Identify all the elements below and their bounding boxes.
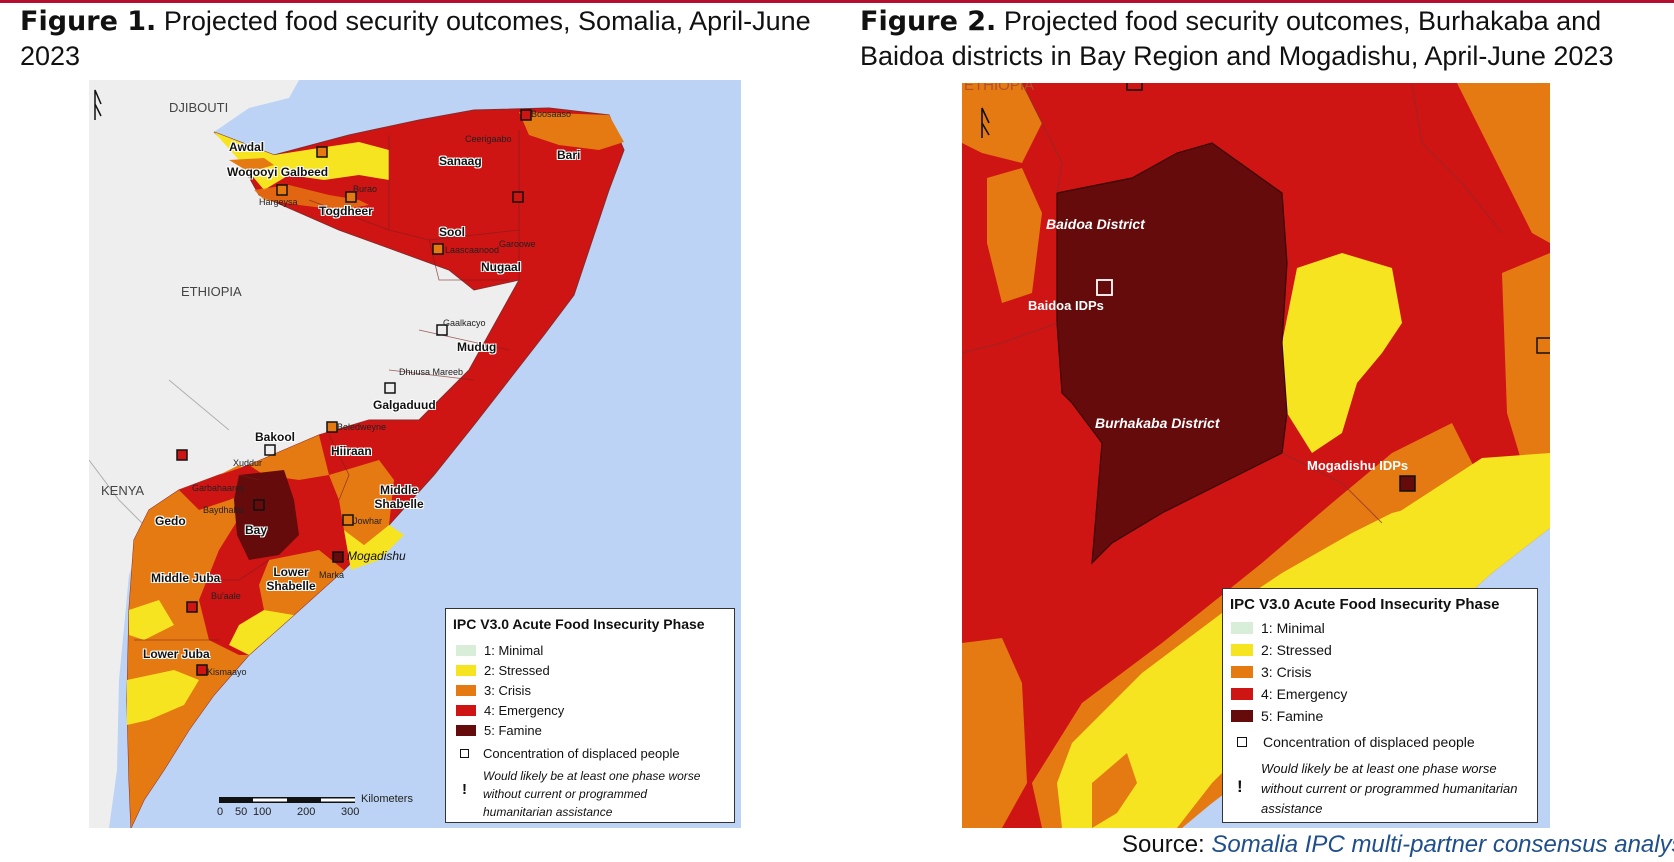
scale-tick: 50 bbox=[235, 806, 248, 818]
town-label: Burao bbox=[353, 184, 378, 194]
legend-item-famine: 5: Famine bbox=[1231, 708, 1323, 724]
region-label: Hiiraan bbox=[331, 444, 372, 458]
region-label: Nugaal bbox=[481, 260, 522, 274]
exclamation-icon: ! bbox=[1237, 777, 1243, 796]
legend-item-crisis: 3: Crisis bbox=[1231, 664, 1312, 680]
scale-tick: 200 bbox=[297, 806, 316, 818]
burhakaba-district-label: Burhakaba District bbox=[1095, 415, 1220, 431]
region-label: Mudug bbox=[457, 340, 497, 354]
region-label: Woqooyi Galbeed bbox=[227, 165, 329, 179]
scale-tick: 100 bbox=[253, 806, 272, 818]
town-label: Garoowe bbox=[499, 239, 536, 249]
region-label: Lower Juba bbox=[143, 647, 210, 661]
somalia-map-graphic bbox=[89, 80, 741, 828]
legend-item-idp: Concentration of displaced people bbox=[460, 746, 680, 761]
region-label: Bakool bbox=[255, 430, 296, 444]
town-label: Marka bbox=[319, 570, 345, 580]
legend-humanitarian-note: Would likely be at least one phase worse… bbox=[483, 769, 701, 819]
scale-unit: Kilometers bbox=[361, 793, 413, 805]
idp-square-icon bbox=[460, 749, 469, 758]
region-label: Middle Juba bbox=[151, 571, 221, 585]
town-label: Kismaayo bbox=[207, 667, 247, 677]
town-label: Bu'aale bbox=[211, 591, 241, 601]
region-label: Awdal bbox=[229, 140, 265, 154]
legend-humanitarian-note: Would likely be at least one phase worse… bbox=[1261, 761, 1518, 816]
region-label: Bay bbox=[245, 523, 268, 537]
scale-bar-graphic bbox=[219, 797, 355, 803]
legend-title: IPC V3.0 Acute Food Insecurity Phase bbox=[1230, 596, 1500, 613]
town-label: Laascaanood bbox=[445, 245, 500, 255]
baidoa-idps-label: Baidoa IDPs bbox=[1028, 298, 1104, 313]
legend-swatch bbox=[1231, 710, 1253, 722]
map1-legend: IPC V3.0 Acute Food Insecurity Phase 1: … bbox=[445, 608, 735, 823]
town-label: Garbahaarey bbox=[192, 483, 245, 493]
baidoa-district-label: Baidoa District bbox=[1046, 216, 1145, 232]
legend-item-idp: Concentration of displaced people bbox=[1237, 734, 1475, 750]
town-label: Hargeysa bbox=[259, 197, 298, 207]
legend-swatch bbox=[1231, 666, 1253, 678]
legend-item-minimal: 1: Minimal bbox=[1231, 620, 1325, 636]
figure2-title: Figure 2. Projected food security outcom… bbox=[860, 6, 1614, 71]
legend-item-crisis: 3: Crisis bbox=[456, 683, 531, 698]
mogadishu-idps-label: Mogadishu IDPs bbox=[1307, 458, 1409, 473]
map2-legend: IPC V3.0 Acute Food Insecurity Phase 1: … bbox=[1222, 588, 1538, 823]
legend-item-stressed: 2: Stressed bbox=[1231, 642, 1332, 658]
region-label: Togdheer bbox=[319, 204, 373, 218]
capital-label: Mogadishu bbox=[347, 549, 406, 563]
source-credit: Source: Somalia IPC multi-partner consen… bbox=[1122, 831, 1674, 859]
exclamation-icon: ! bbox=[462, 781, 467, 798]
town-label: Xuddur bbox=[233, 458, 263, 468]
idp-square-icon bbox=[1237, 737, 1247, 747]
bay-mogadishu-map: ETHIOPIA Baidoa District Baidoa IDPs Bur… bbox=[962, 83, 1550, 828]
region-label: Lower Shabelle bbox=[266, 565, 316, 593]
scale-tick: 0 bbox=[217, 806, 224, 818]
town-label: Beledweyne bbox=[337, 422, 387, 432]
legend-item-stressed: 2: Stressed bbox=[456, 663, 550, 678]
country-label-djibouti: DJIBOUTI bbox=[169, 100, 229, 115]
region-label: Sanaag bbox=[439, 154, 482, 168]
region-label: Middle Shabelle bbox=[374, 483, 424, 511]
legend-swatch bbox=[456, 685, 476, 696]
region-label: Sool bbox=[439, 225, 465, 239]
legend-swatch bbox=[456, 665, 476, 676]
source-link[interactable]: Somalia IPC multi-partner consensus anal… bbox=[1211, 831, 1674, 858]
country-label-kenya: KENYA bbox=[101, 483, 145, 498]
header-rule bbox=[0, 0, 1674, 3]
town-label: Dhuusa Mareeb bbox=[399, 367, 464, 377]
scale-tick: 300 bbox=[341, 806, 360, 818]
legend-item-emergency: 4: Emergency bbox=[1231, 686, 1347, 702]
legend-item-minimal: 1: Minimal bbox=[456, 643, 543, 658]
town-label: Boosaaso bbox=[531, 109, 572, 119]
legend-swatch bbox=[456, 725, 476, 736]
country-label-ethiopia: ETHIOPIA bbox=[181, 284, 242, 299]
region-label: Bari bbox=[557, 148, 581, 162]
legend-swatch bbox=[456, 705, 476, 716]
country-label-ethiopia: ETHIOPIA bbox=[964, 83, 1035, 94]
legend-title: IPC V3.0 Acute Food Insecurity Phase bbox=[453, 616, 705, 632]
legend-item-famine: 5: Famine bbox=[456, 723, 542, 738]
town-label: Jowhar bbox=[353, 516, 383, 526]
legend-swatch bbox=[1231, 644, 1253, 656]
region-label: Galgaduud bbox=[373, 398, 436, 412]
legend-swatch bbox=[1231, 622, 1253, 634]
town-label: Baydhaba bbox=[203, 505, 244, 515]
somalia-map: DJIBOUTI ETHIOPIA KENYA Awdal Woqooyi Ga… bbox=[89, 80, 741, 828]
region-label: Gedo bbox=[155, 514, 186, 528]
figure1-title: Figure 1. Projected food security outcom… bbox=[20, 6, 811, 71]
town-label: Ceerigaabo bbox=[465, 134, 512, 144]
legend-swatch bbox=[456, 645, 476, 656]
town-label: Gaalkacyo bbox=[443, 318, 486, 328]
legend-item-emergency: 4: Emergency bbox=[456, 703, 564, 718]
legend-swatch bbox=[1231, 688, 1253, 700]
